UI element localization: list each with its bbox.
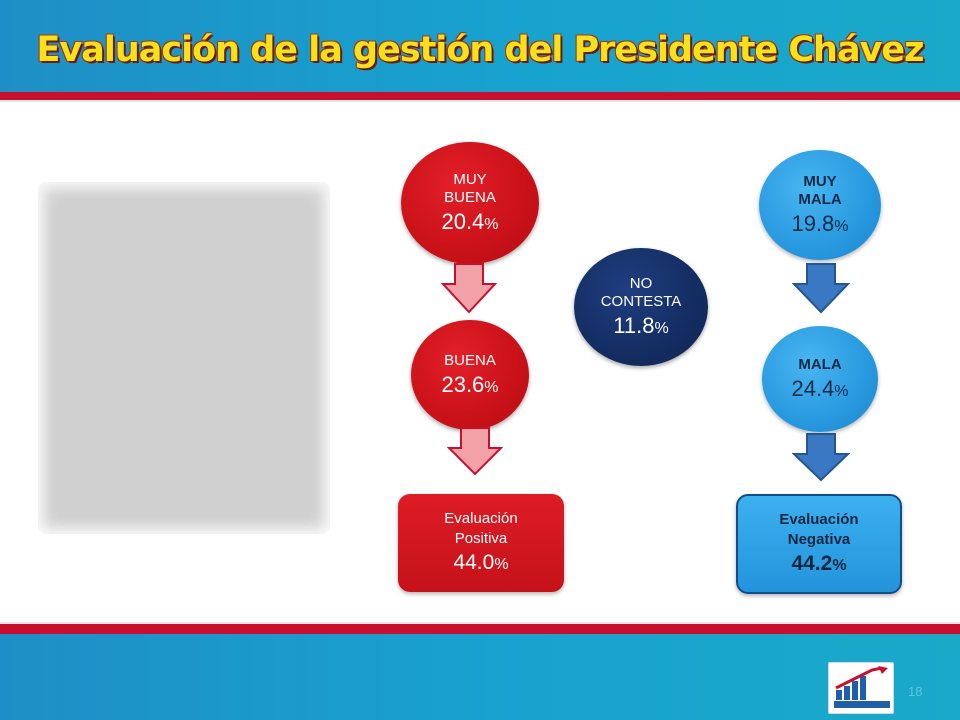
evaluacion-negativa-box: Evaluación Negativa 44.2% [736,494,902,594]
logo-icon [828,662,894,714]
down-arrow-icon [447,427,503,476]
muy-buena-value-wrap: 20.4% [441,208,498,236]
negativa-label-2: Negativa [787,530,851,548]
no-contesta-label-2: CONTESTA [600,293,682,311]
no-contesta-oval: NO CONTESTA 11.8% [574,248,708,366]
muy-buena-oval: MUY BUENA 20.4% [401,142,539,264]
muy-buena-label-2: BUENA [444,189,496,207]
muy-buena-label-1: MUY [453,170,487,188]
positiva-value: 44.0 [453,551,495,575]
no-contesta-value-wrap: 11.8% [613,312,668,340]
muy-mala-unit: % [834,218,849,235]
down-arrow-icon [792,263,850,314]
evaluacion-positiva-box: Evaluación Positiva 44.0% [398,494,564,592]
positiva-label-2: Positiva [454,529,508,547]
no-contesta-value: 11.8 [613,313,655,338]
no-contesta-label-1: NO [629,274,653,292]
photo-placeholder [38,182,330,534]
buena-value-wrap: 23.6% [441,371,498,399]
buena-oval: BUENA 23.6% [411,320,529,430]
footer-band [0,634,960,720]
muy-mala-oval: MUY MALA 19.8% [759,150,881,260]
mala-unit: % [834,382,849,400]
muy-buena-unit: % [484,216,499,233]
positiva-label-1: Evaluación [444,509,518,527]
negativa-unit: % [832,557,847,575]
positiva-unit: % [494,556,509,574]
negativa-label-1: Evaluación [779,510,859,528]
mala-oval: MALA 24.4% [762,326,878,432]
header-band [0,0,960,92]
header-stripe [0,92,960,102]
logo-graphic [834,666,890,708]
muy-mala-value: 19.8 [791,211,835,236]
muy-mala-label-1: MUY [803,172,837,190]
negativa-value-wrap: 44.2% [791,550,846,578]
buena-unit: % [484,378,499,396]
no-contesta-unit: % [654,320,669,337]
down-arrow-icon [792,433,850,482]
negativa-value: 44.2 [791,552,833,576]
footer-stripe [0,622,960,634]
page-number: 18 [908,684,923,699]
muy-mala-label-2: MALA [798,191,842,209]
buena-label: BUENA [444,351,496,369]
down-arrow-icon [441,263,497,314]
slide-title: Evaluación de la gestión del Presidente … [36,30,924,70]
mala-value-wrap: 24.4% [791,375,848,403]
muy-buena-value: 20.4 [441,209,485,234]
mala-value: 24.4 [791,375,835,401]
buena-value: 23.6 [441,371,485,397]
positiva-value-wrap: 44.0% [453,549,508,577]
mala-label: MALA [798,355,842,373]
muy-mala-value-wrap: 19.8% [791,210,848,238]
